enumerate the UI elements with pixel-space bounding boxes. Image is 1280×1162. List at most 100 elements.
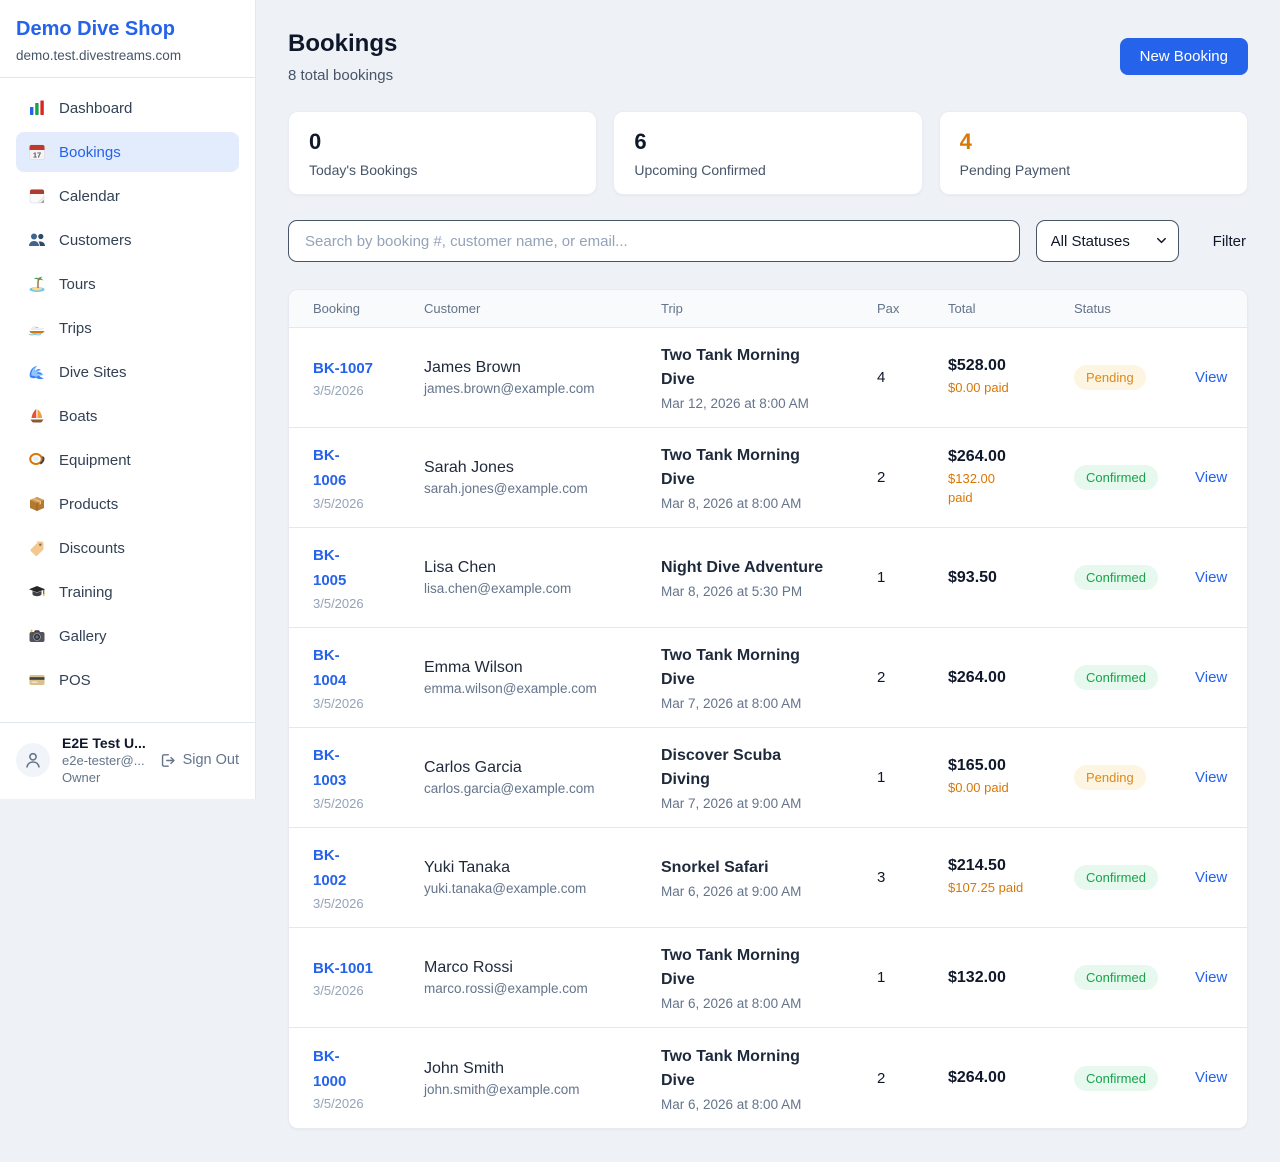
view-link[interactable]: View bbox=[1195, 368, 1228, 386]
trip-datetime: Mar 6, 2026 at 9:00 AM bbox=[661, 884, 802, 899]
status-select-wrap: All Statuses bbox=[1035, 220, 1179, 262]
page-subtitle: 8 total bookings bbox=[288, 67, 394, 84]
sidebar-item-dashboard[interactable]: Dashboard bbox=[16, 88, 239, 128]
sidebar: Demo Dive Shop demo.test.divestreams.com… bbox=[0, 0, 256, 799]
booking-id-link[interactable]: BK-1001 bbox=[313, 959, 374, 977]
customer-name: Carlos Garcia bbox=[424, 759, 522, 776]
sidebar-item-dive-sites[interactable]: Dive Sites bbox=[16, 352, 239, 392]
booking-id-link[interactable]: BK- 1005 bbox=[313, 547, 347, 589]
booking-date: 3/5/2026 bbox=[313, 383, 364, 399]
booking-id-link[interactable]: BK- 1003 bbox=[313, 747, 347, 789]
avatar bbox=[16, 743, 50, 777]
total-amount: $93.50 bbox=[948, 568, 997, 586]
customer-name: Emma Wilson bbox=[424, 659, 523, 676]
filter-button[interactable]: Filter bbox=[1211, 227, 1248, 256]
table-row: BK- 1000 3/5/2026 John Smith john.smith@… bbox=[289, 1028, 1247, 1128]
paid-amount: $0.00 paid bbox=[948, 380, 1009, 396]
view-link[interactable]: View bbox=[1195, 868, 1228, 886]
sidebar-item-training[interactable]: Training bbox=[16, 572, 239, 612]
total-amount: $214.50 bbox=[948, 857, 1006, 875]
view-link[interactable]: View bbox=[1195, 1069, 1228, 1086]
sidebar-item-products[interactable]: Products bbox=[16, 484, 239, 524]
trip-datetime: Mar 6, 2026 at 8:00 AM bbox=[661, 1096, 802, 1112]
sidebar-item-trips[interactable]: Trips bbox=[16, 308, 239, 348]
view-link[interactable]: View bbox=[1195, 668, 1228, 686]
status-select[interactable]: All Statuses bbox=[1035, 220, 1179, 262]
col-header-total: Total bbox=[948, 301, 976, 316]
sidebar-item-label: Customers bbox=[59, 231, 132, 249]
view-link[interactable]: View bbox=[1195, 768, 1228, 786]
status-badge: Confirmed bbox=[1074, 565, 1158, 590]
speedboat-icon bbox=[28, 319, 46, 337]
customer-email: marco.rossi@example.com bbox=[424, 981, 588, 996]
paid-amount: $107.25 paid bbox=[948, 880, 1024, 896]
filter-row: All Statuses Filter bbox=[288, 220, 1248, 262]
stat-card-upcoming-confirmed: 6 Upcoming Confirmed bbox=[613, 111, 923, 195]
users-icon bbox=[28, 231, 46, 249]
trip-datetime: Mar 7, 2026 at 9:00 AM bbox=[661, 796, 802, 811]
wave-icon bbox=[28, 363, 46, 381]
stat-label: Pending Payment bbox=[959, 162, 1071, 178]
table-row: BK- 1006 3/5/2026 Sarah Jones sarah.jone… bbox=[289, 428, 1247, 528]
trip-name: Two Tank Morning Dive bbox=[661, 647, 800, 688]
sidebar-item-equipment[interactable]: Equipment bbox=[16, 440, 239, 480]
booking-id-link[interactable]: BK- 1000 bbox=[313, 1047, 347, 1090]
paid-amount: $132.00 paid bbox=[948, 470, 995, 505]
view-link[interactable]: View bbox=[1195, 468, 1228, 486]
booking-id-link[interactable]: BK- 1004 bbox=[313, 647, 347, 689]
customer-email: lisa.chen@example.com bbox=[424, 581, 572, 596]
page-title: Bookings bbox=[288, 30, 398, 57]
sign-out-button[interactable]: Sign Out bbox=[159, 752, 239, 769]
user-role: Owner bbox=[62, 770, 101, 785]
customer-email: yuki.tanaka@example.com bbox=[424, 881, 587, 896]
trip-name: Two Tank Morning Dive bbox=[661, 1047, 800, 1089]
sidebar-item-label: Training bbox=[59, 583, 113, 601]
pax-count: 3 bbox=[877, 869, 886, 886]
island-icon bbox=[28, 275, 46, 293]
sidebar-item-customers[interactable]: Customers bbox=[16, 220, 239, 260]
calendar-icon bbox=[28, 187, 46, 205]
brand: Demo Dive Shop demo.test.divestreams.com bbox=[0, 0, 255, 78]
sidebar-item-tours[interactable]: Tours bbox=[16, 264, 239, 304]
col-header-pax: Pax bbox=[877, 301, 900, 316]
total-amount: $165.00 bbox=[948, 757, 1006, 775]
total-amount: $264.00 bbox=[948, 447, 1006, 465]
table-row: BK-1001 3/5/2026 Marco Rossi marco.rossi… bbox=[289, 928, 1247, 1028]
col-header-trip: Trip bbox=[661, 301, 683, 316]
calendar-17-icon bbox=[28, 143, 46, 161]
sidebar-item-label: Equipment bbox=[59, 451, 131, 469]
user-section: E2E Test U... e2e-tester@... Owner Sign … bbox=[0, 722, 255, 799]
booking-id-link[interactable]: BK- 1006 bbox=[313, 447, 347, 489]
user-meta: E2E Test U... e2e-tester@... Owner bbox=[62, 735, 147, 785]
trip-name: Two Tank Morning Dive bbox=[661, 947, 800, 988]
sidebar-item-boats[interactable]: Boats bbox=[16, 396, 239, 436]
status-badge: Confirmed bbox=[1074, 865, 1158, 890]
trip-name: Discover Scuba Diving bbox=[661, 747, 782, 788]
view-link[interactable]: View bbox=[1195, 568, 1228, 586]
booking-id-link[interactable]: BK-1007 bbox=[313, 359, 374, 377]
new-booking-button[interactable]: New Booking bbox=[1119, 38, 1248, 75]
sidebar-item-bookings[interactable]: Bookings bbox=[16, 132, 239, 172]
credit-card-icon bbox=[28, 671, 46, 689]
table-row: BK- 1005 3/5/2026 Lisa Chen lisa.chen@ex… bbox=[289, 528, 1247, 628]
sidebar-item-gallery[interactable]: Gallery bbox=[16, 616, 239, 656]
view-link[interactable]: View bbox=[1195, 968, 1228, 986]
user-name: E2E Test U... bbox=[62, 735, 146, 751]
sidebar-item-discounts[interactable]: Discounts bbox=[16, 528, 239, 568]
trip-name: Two Tank Morning Dive bbox=[661, 347, 800, 388]
sidebar-item-label: Boats bbox=[59, 407, 98, 425]
status-badge: Pending bbox=[1074, 365, 1146, 390]
booking-date: 3/5/2026 bbox=[313, 983, 364, 999]
stat-value: 4 bbox=[959, 129, 972, 154]
customer-email: john.smith@example.com bbox=[424, 1081, 580, 1097]
stat-card-today-s-bookings: 0 Today's Bookings bbox=[288, 111, 598, 195]
col-header-status: Status bbox=[1074, 301, 1111, 316]
sidebar-item-calendar[interactable]: Calendar bbox=[16, 176, 239, 216]
search-input[interactable] bbox=[288, 220, 1020, 262]
sidebar-item-pos[interactable]: POS bbox=[16, 660, 239, 700]
customer-name: Yuki Tanaka bbox=[424, 859, 510, 876]
booking-id-link[interactable]: BK- 1002 bbox=[313, 847, 347, 889]
sidebar-item-label: Dive Sites bbox=[59, 363, 127, 381]
table-body: BK-1007 3/5/2026 James Brown james.brown… bbox=[289, 328, 1247, 1128]
total-amount: $264.00 bbox=[948, 1069, 1006, 1086]
